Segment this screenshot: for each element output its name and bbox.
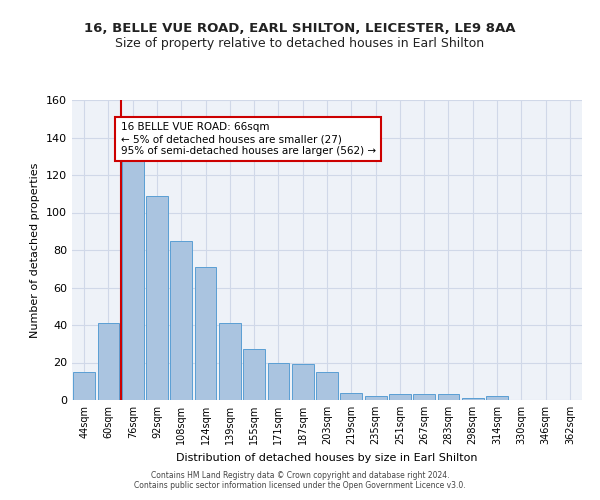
Bar <box>365 396 386 400</box>
Bar <box>437 394 460 400</box>
Text: 16 BELLE VUE ROAD: 66sqm
← 5% of detached houses are smaller (27)
95% of semi-de: 16 BELLE VUE ROAD: 66sqm ← 5% of detache… <box>121 122 376 156</box>
Bar <box>268 362 289 400</box>
Bar <box>340 392 362 400</box>
Text: Size of property relative to detached houses in Earl Shilton: Size of property relative to detached ho… <box>115 38 485 51</box>
Text: 16, BELLE VUE ROAD, EARL SHILTON, LEICESTER, LE9 8AA: 16, BELLE VUE ROAD, EARL SHILTON, LEICES… <box>84 22 516 36</box>
Bar <box>146 196 168 400</box>
Bar <box>389 394 411 400</box>
Bar <box>316 372 338 400</box>
Bar <box>486 396 508 400</box>
Text: Contains HM Land Registry data © Crown copyright and database right 2024.
Contai: Contains HM Land Registry data © Crown c… <box>134 470 466 490</box>
Bar <box>97 323 119 400</box>
Bar <box>73 372 95 400</box>
Bar <box>243 350 265 400</box>
X-axis label: Distribution of detached houses by size in Earl Shilton: Distribution of detached houses by size … <box>176 452 478 462</box>
Bar <box>413 394 435 400</box>
Bar <box>462 398 484 400</box>
Bar <box>194 267 217 400</box>
Bar <box>170 240 192 400</box>
Bar <box>122 150 143 400</box>
Bar <box>219 323 241 400</box>
Bar <box>292 364 314 400</box>
Y-axis label: Number of detached properties: Number of detached properties <box>31 162 40 338</box>
